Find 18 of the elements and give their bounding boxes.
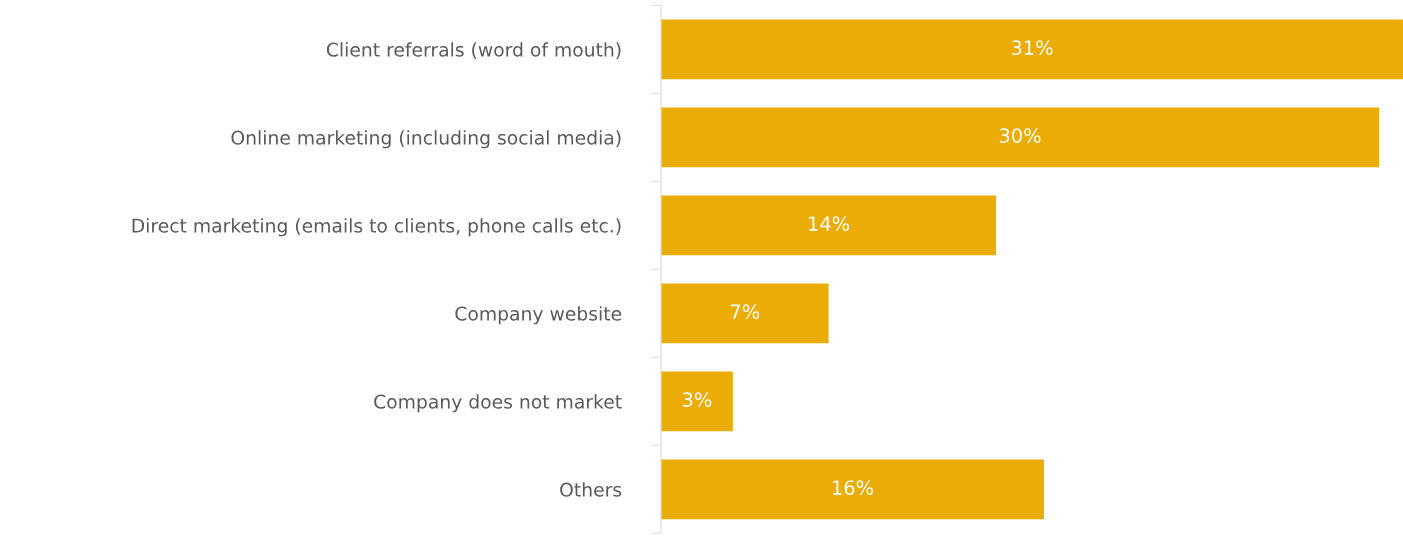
data-label: 30% bbox=[999, 128, 1041, 143]
data-label: 14% bbox=[809, 216, 850, 231]
y-tick-label: Client referrals (word of mouth) bbox=[326, 42, 621, 59]
bar bbox=[661, 107, 1380, 168]
bar bbox=[661, 283, 829, 344]
y-tick-label: Company website bbox=[455, 306, 622, 325]
data-label: 31% bbox=[1011, 40, 1053, 55]
bar bbox=[661, 459, 1044, 520]
y-tick-label: Others bbox=[560, 482, 622, 497]
y-tick-label: Online marketing (including social media) bbox=[231, 130, 621, 149]
data-label: 16% bbox=[833, 480, 874, 495]
bar bbox=[661, 19, 1403, 80]
y-tick-label: Direct marketing (emails to clients, phone calls etc.) bbox=[132, 218, 621, 237]
data-label: 3% bbox=[682, 392, 712, 407]
bar bbox=[661, 371, 733, 432]
bar bbox=[661, 195, 997, 256]
y-tick-label: Company does not market bbox=[374, 394, 622, 413]
data-label: 7% bbox=[730, 304, 760, 319]
